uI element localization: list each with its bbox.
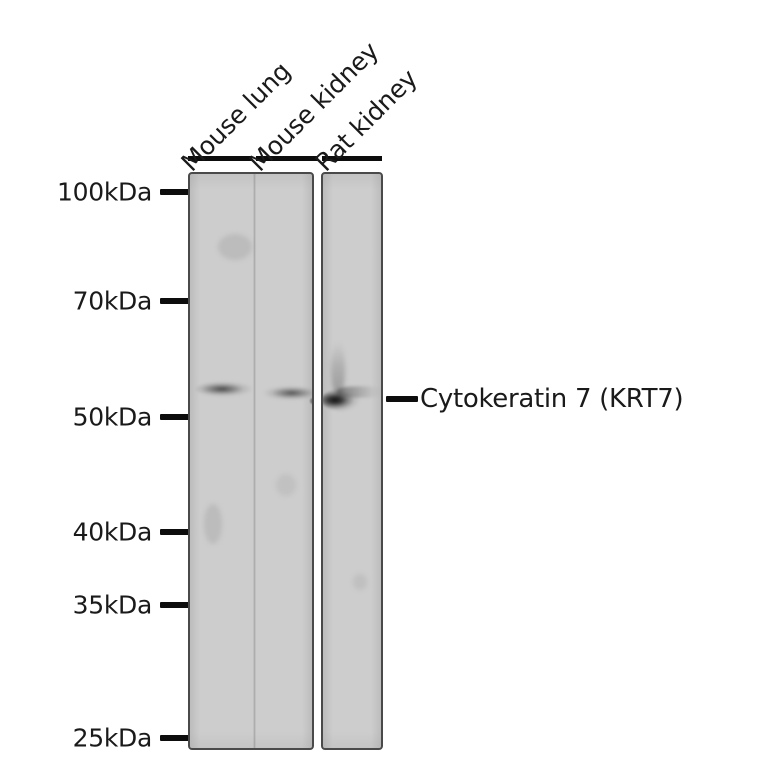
panel-sheen-right xyxy=(323,174,381,748)
mw-label-50: 50kDa xyxy=(72,402,153,432)
mw-label-70: 70kDa xyxy=(72,286,153,316)
mw-tick-50 xyxy=(160,414,190,420)
band-mouse-lung xyxy=(196,381,258,397)
membrane-speck-right xyxy=(353,574,367,590)
band-rat-kidney xyxy=(323,388,379,412)
lane-divider xyxy=(253,174,256,748)
mw-label-100: 100kDa xyxy=(57,177,152,207)
band-mouse-kidney xyxy=(258,385,312,401)
membrane-speck xyxy=(310,398,312,404)
mw-tick-70 xyxy=(160,298,190,304)
panel-sheen-left xyxy=(190,174,312,748)
membrane-smear-upper xyxy=(218,234,252,260)
sample-underline-3 xyxy=(322,156,382,161)
target-pointer-dash xyxy=(386,396,418,402)
target-protein-label: Cytokeratin 7 (KRT7) xyxy=(420,384,684,414)
band-rat-kidney-tail xyxy=(337,386,381,398)
mw-label-35: 35kDa xyxy=(72,590,153,620)
mw-tick-40 xyxy=(160,529,190,535)
lane3-vertical-smear xyxy=(331,342,345,398)
sample-underline-1 xyxy=(188,156,252,161)
mw-label-25: 25kDa xyxy=(72,723,153,753)
mw-label-40: 40kDa xyxy=(72,517,153,547)
membrane-smear-mid xyxy=(276,474,296,496)
blot-panel-left xyxy=(188,172,314,750)
sample-underline-2 xyxy=(256,156,318,161)
blot-panel-right xyxy=(321,172,383,750)
mw-tick-35 xyxy=(160,602,190,608)
membrane-smear-lower xyxy=(204,504,222,544)
mw-tick-100 xyxy=(160,189,190,195)
mw-tick-25 xyxy=(160,735,190,741)
